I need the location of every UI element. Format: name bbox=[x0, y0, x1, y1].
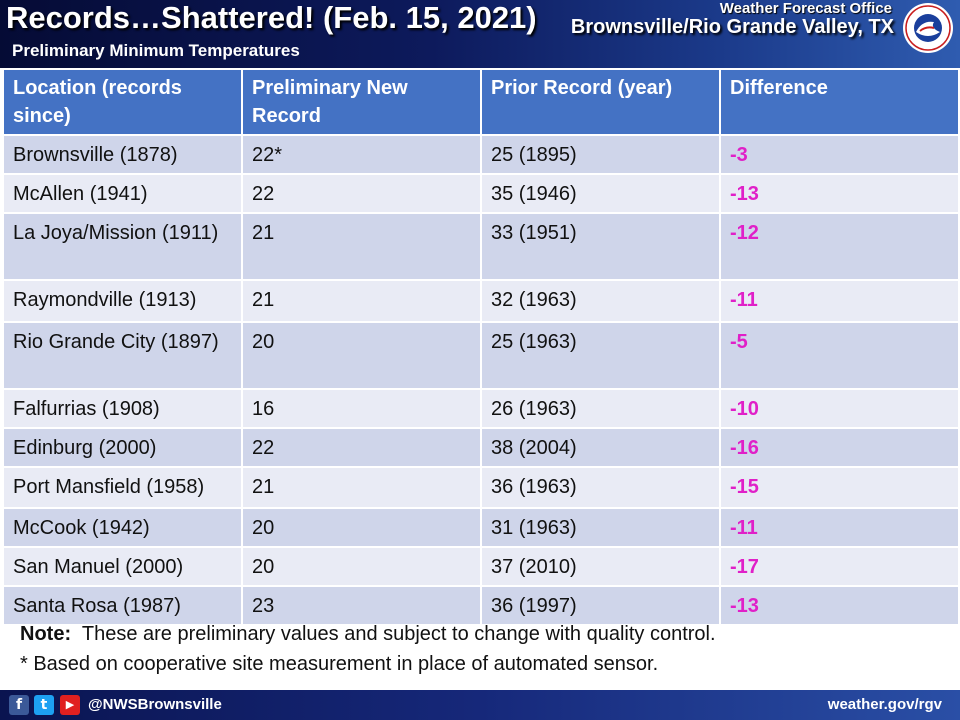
cell-location: La Joya/Mission (1911) bbox=[2, 212, 243, 281]
cell-prior-record: 31 (1963) bbox=[480, 507, 721, 548]
table-row: Raymondville (1913) 21 32 (1963) -11 bbox=[2, 279, 960, 323]
cell-difference: -13 bbox=[719, 173, 960, 214]
table-row: Rio Grande City (1897) 20 25 (1963) -5 bbox=[2, 321, 960, 390]
table-row: La Joya/Mission (1911) 21 33 (1951) -12 bbox=[2, 212, 960, 281]
col-header-location: Location (records since) bbox=[2, 68, 243, 136]
footnote-text: * Based on cooperative site measurement … bbox=[20, 653, 659, 675]
cell-difference: -10 bbox=[719, 388, 960, 429]
cell-new-record: 22* bbox=[241, 134, 482, 175]
cell-location: Santa Rosa (1987) bbox=[2, 585, 243, 626]
cell-difference: -11 bbox=[719, 279, 960, 323]
col-header-new-record: Preliminary New Record bbox=[241, 68, 482, 136]
table-row: Brownsville (1878) 22* 25 (1895) -3 bbox=[2, 134, 960, 175]
note-label: Note: bbox=[20, 623, 72, 645]
cell-location: Brownsville (1878) bbox=[2, 134, 243, 175]
table-row: Santa Rosa (1987) 23 36 (1997) -13 bbox=[2, 585, 960, 626]
cell-location: McCook (1942) bbox=[2, 507, 243, 548]
table-header-row: Location (records since) Preliminary New… bbox=[2, 68, 960, 136]
cell-difference: -13 bbox=[719, 585, 960, 626]
table-row: Falfurrias (1908) 16 26 (1963) -10 bbox=[2, 388, 960, 429]
cell-prior-record: 37 (2010) bbox=[480, 546, 721, 587]
table-row: Edinburg (2000) 22 38 (2004) -16 bbox=[2, 427, 960, 468]
table-row: Port Mansfield (1958) 21 36 (1963) -15 bbox=[2, 466, 960, 509]
cell-location: Raymondville (1913) bbox=[2, 279, 243, 323]
cell-difference: -17 bbox=[719, 546, 960, 587]
website-link[interactable]: weather.gov/rgv bbox=[827, 696, 942, 713]
nws-logo-icon bbox=[903, 3, 953, 53]
records-table: Location (records since) Preliminary New… bbox=[2, 68, 960, 626]
cell-location: San Manuel (2000) bbox=[2, 546, 243, 587]
cell-prior-record: 32 (1963) bbox=[480, 279, 721, 323]
cell-location: Falfurrias (1908) bbox=[2, 388, 243, 429]
cell-location: Port Mansfield (1958) bbox=[2, 466, 243, 509]
cell-difference: -12 bbox=[719, 212, 960, 281]
page-title: Records…Shattered! (Feb. 15, 2021) bbox=[6, 0, 537, 35]
footer-bar: f t ▶ @NWSBrownsville weather.gov/rgv bbox=[0, 690, 960, 720]
cell-new-record: 21 bbox=[241, 212, 482, 281]
cell-new-record: 21 bbox=[241, 466, 482, 509]
header-banner: Records…Shattered! (Feb. 15, 2021) Preli… bbox=[0, 0, 960, 68]
cell-difference: -3 bbox=[719, 134, 960, 175]
cell-difference: -5 bbox=[719, 321, 960, 390]
cell-prior-record: 35 (1946) bbox=[480, 173, 721, 214]
table-row: San Manuel (2000) 20 37 (2010) -17 bbox=[2, 546, 960, 587]
col-header-difference: Difference bbox=[719, 68, 960, 136]
cell-new-record: 21 bbox=[241, 279, 482, 323]
table-row: McCook (1942) 20 31 (1963) -11 bbox=[2, 507, 960, 548]
cell-difference: -11 bbox=[719, 507, 960, 548]
cell-new-record: 20 bbox=[241, 546, 482, 587]
cell-new-record: 22 bbox=[241, 173, 482, 214]
cell-new-record: 23 bbox=[241, 585, 482, 626]
office-label: Weather Forecast Office bbox=[719, 0, 892, 17]
note-text: Note: These are preliminary values and s… bbox=[20, 623, 716, 646]
cell-prior-record: 25 (1895) bbox=[480, 134, 721, 175]
cell-difference: -16 bbox=[719, 427, 960, 468]
col-header-prior-record: Prior Record (year) bbox=[480, 68, 721, 136]
note-body: These are preliminary values and subject… bbox=[71, 623, 716, 645]
table-row: McAllen (1941) 22 35 (1946) -13 bbox=[2, 173, 960, 214]
cell-new-record: 20 bbox=[241, 507, 482, 548]
page-subtitle: Preliminary Minimum Temperatures bbox=[12, 41, 300, 60]
cell-difference: -15 bbox=[719, 466, 960, 509]
cell-prior-record: 38 (2004) bbox=[480, 427, 721, 468]
youtube-icon[interactable]: ▶ bbox=[60, 695, 80, 715]
cell-location: Rio Grande City (1897) bbox=[2, 321, 243, 390]
twitter-icon[interactable]: t bbox=[34, 695, 54, 715]
cell-new-record: 20 bbox=[241, 321, 482, 390]
facebook-icon[interactable]: f bbox=[9, 695, 29, 715]
cell-prior-record: 33 (1951) bbox=[480, 212, 721, 281]
social-handle[interactable]: @NWSBrownsville bbox=[88, 696, 222, 713]
cell-new-record: 16 bbox=[241, 388, 482, 429]
cell-location: Edinburg (2000) bbox=[2, 427, 243, 468]
cell-prior-record: 36 (1997) bbox=[480, 585, 721, 626]
region-label: Brownsville/Rio Grande Valley, TX bbox=[570, 16, 894, 38]
cell-new-record: 22 bbox=[241, 427, 482, 468]
cell-location: McAllen (1941) bbox=[2, 173, 243, 214]
cell-prior-record: 26 (1963) bbox=[480, 388, 721, 429]
cell-prior-record: 36 (1963) bbox=[480, 466, 721, 509]
cell-prior-record: 25 (1963) bbox=[480, 321, 721, 390]
